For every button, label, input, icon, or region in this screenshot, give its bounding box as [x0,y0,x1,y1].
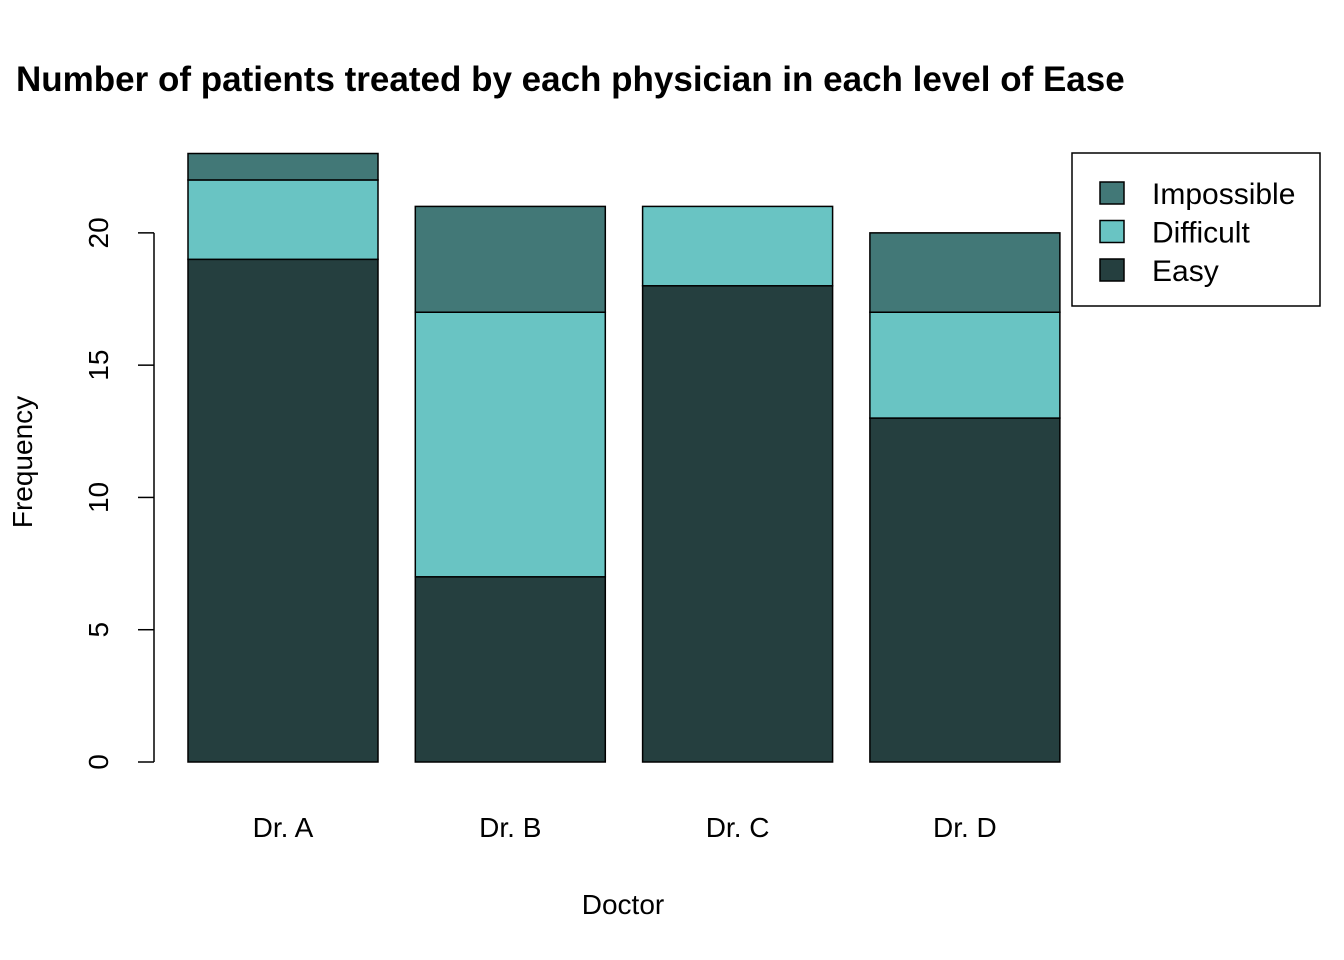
y-tick-label: 0 [83,754,114,770]
bar-drb-difficult [414,311,607,578]
chart-title: Number of patients treated by each physi… [16,60,1125,99]
bar-drd-impossible [869,232,1061,313]
y-axis-label: Frequency [7,396,38,528]
legend-swatch [1099,219,1125,244]
y-tick-label: 5 [83,622,114,638]
legend: Impossible Difficult Easy [1071,152,1321,307]
bar-drc-difficult [641,205,834,287]
legend-label: Easy [1152,255,1219,288]
bar-drd-difficult [869,311,1061,419]
y-tick-label: 15 [83,350,114,381]
bar-drc-easy [641,285,834,763]
bars [187,152,1061,763]
y-tick-label: 10 [83,482,114,513]
bar-drb-easy [414,576,607,763]
bar-dra-impossible [187,152,379,181]
x-tick-labels: Dr. A Dr. B Dr. C Dr. D [253,812,997,843]
y-tick-label: 20 [83,217,114,248]
legend-label: Difficult [1152,217,1250,250]
x-axis-label: Doctor [582,889,664,920]
bar-dra-difficult [187,179,379,261]
x-tick-label: Dr. C [706,812,770,843]
legend-swatch [1099,258,1125,282]
x-tick-label: Dr. D [933,812,997,843]
x-tick-label: Dr. A [253,812,314,843]
x-tick-label: Dr. B [479,812,541,843]
bar-dra-easy [187,258,379,763]
y-axis: 0 5 10 15 20 [83,217,155,770]
bar-drb-impossible [414,205,607,313]
legend-swatch [1099,181,1125,205]
bar-drd-easy [869,417,1061,763]
legend-label: Impossible [1152,178,1295,211]
